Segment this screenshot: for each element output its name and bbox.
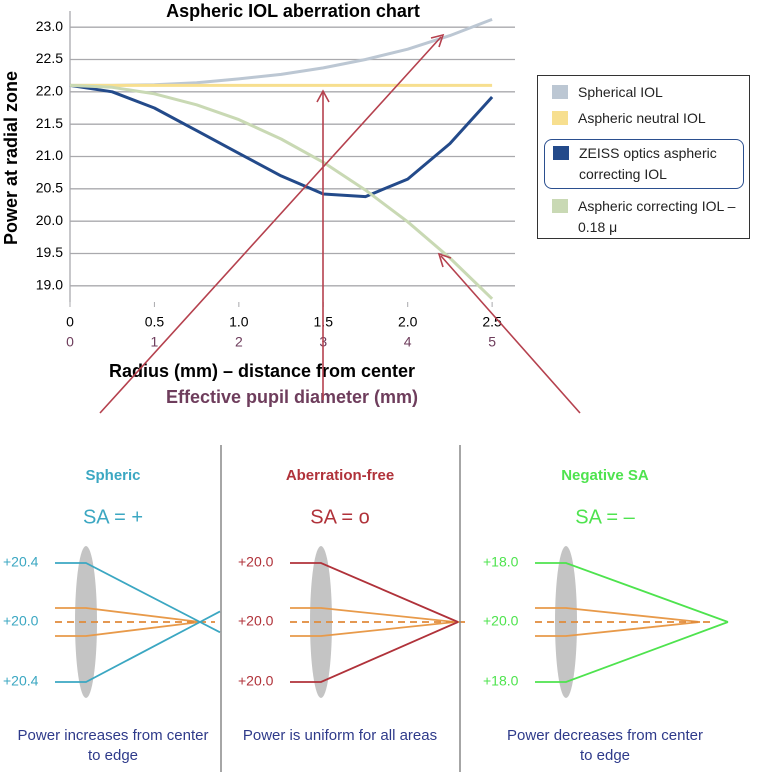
legend-swatch (552, 85, 568, 99)
panel-sa: SA = + (83, 506, 143, 528)
y-tick-label: 19.0 (36, 277, 63, 293)
y-axis-label: Power at radial zone (1, 71, 21, 245)
series-line (70, 17, 493, 87)
x2-tick-label: 0 (66, 334, 74, 350)
arrow (440, 255, 581, 414)
x-tick-label: 0.5 (145, 314, 165, 330)
edge-ray (290, 621, 459, 683)
y-tick-label: 20.5 (36, 180, 63, 196)
legend-entry: Aspheric neutral IOL (544, 105, 744, 132)
power-label: +20.0 (238, 673, 274, 689)
light-ray (55, 607, 201, 623)
light-ray (55, 621, 201, 637)
light-ray (290, 607, 456, 623)
legend-label: Aspheric neutral IOL (578, 110, 706, 126)
panel-caption: Power is uniform for all areas (242, 727, 438, 744)
legend-entry: ZEISS optics aspheric correcting IOL (544, 139, 744, 189)
edge-ray (290, 562, 459, 623)
legend-swatch (552, 199, 568, 213)
light-ray (535, 621, 701, 637)
light-ray (535, 607, 701, 623)
x2-tick-label: 2 (235, 334, 243, 350)
panel-dividers (220, 445, 461, 772)
edge-ray (55, 610, 221, 683)
arrow (99, 36, 442, 414)
arrowhead (430, 33, 445, 48)
x2-tick-label: 5 (488, 334, 496, 350)
power-label: +20.0 (483, 613, 519, 629)
panel-title: Negative SA (561, 467, 649, 484)
y-tick-label: 21.5 (36, 115, 63, 131)
arrowhead (316, 89, 330, 103)
edge-ray (535, 621, 729, 683)
y-tick-label: 23.0 (36, 18, 63, 34)
x-axis-label: Radius (mm) – distance from center (109, 361, 415, 381)
power-label: +18.0 (483, 554, 519, 570)
power-label: +20.0 (3, 613, 39, 629)
y-tick-label: 22.0 (36, 83, 63, 99)
power-label: +20.0 (238, 613, 274, 629)
y-tick-label: 21.0 (36, 147, 63, 163)
power-label: +18.0 (483, 673, 519, 689)
power-label: +20.0 (238, 554, 274, 570)
series-line (69, 83, 494, 300)
chart-title: Aspheric IOL aberration chart (166, 1, 420, 21)
panel-caption: Power decreases from center to edge (507, 727, 703, 764)
x2-axis-label: Effective pupil diameter (mm) (166, 387, 418, 407)
legend: Spherical IOL Aspheric neutral IOL ZEISS o… (537, 75, 750, 239)
legend-label: Aspheric correcting IOL –0.18 μ (578, 198, 736, 235)
x2-tick-label: 1 (151, 334, 159, 350)
edge-ray (535, 562, 729, 623)
panel-sa: SA = o (310, 506, 370, 528)
legend-entry: Aspheric correcting IOL –0.18 μ (544, 193, 744, 241)
panel-title: Aberration-free (286, 467, 394, 484)
legend-entry: Spherical IOL (544, 79, 744, 106)
power-label: +20.4 (3, 673, 39, 689)
y-tick-label: 22.5 (36, 50, 63, 66)
x-tick-label: 2.5 (482, 314, 502, 330)
power-label: +20.4 (3, 554, 39, 570)
legend-label: ZEISS optics aspheric correcting IOL (579, 145, 717, 182)
panel-title: Spheric (85, 467, 140, 484)
y-tick-label: 19.5 (36, 244, 63, 260)
y-tick-label: 20.0 (36, 212, 63, 228)
series-line (69, 83, 494, 199)
edge-ray (55, 562, 221, 634)
legend-label: Spherical IOL (578, 84, 663, 100)
legend-swatch (552, 111, 568, 125)
x-tick-label: 1.0 (229, 314, 249, 330)
legend-swatch (553, 146, 569, 160)
x-tick-label: 0 (66, 314, 74, 330)
panel-sa: SA = – (575, 506, 635, 528)
x-tick-label: 2.0 (398, 314, 418, 330)
annotation-arrows (99, 33, 581, 414)
arrowhead (437, 252, 452, 268)
x2-tick-label: 4 (404, 334, 412, 350)
light-ray (290, 621, 456, 637)
panel-caption: Power increases from center to edge (17, 727, 209, 764)
